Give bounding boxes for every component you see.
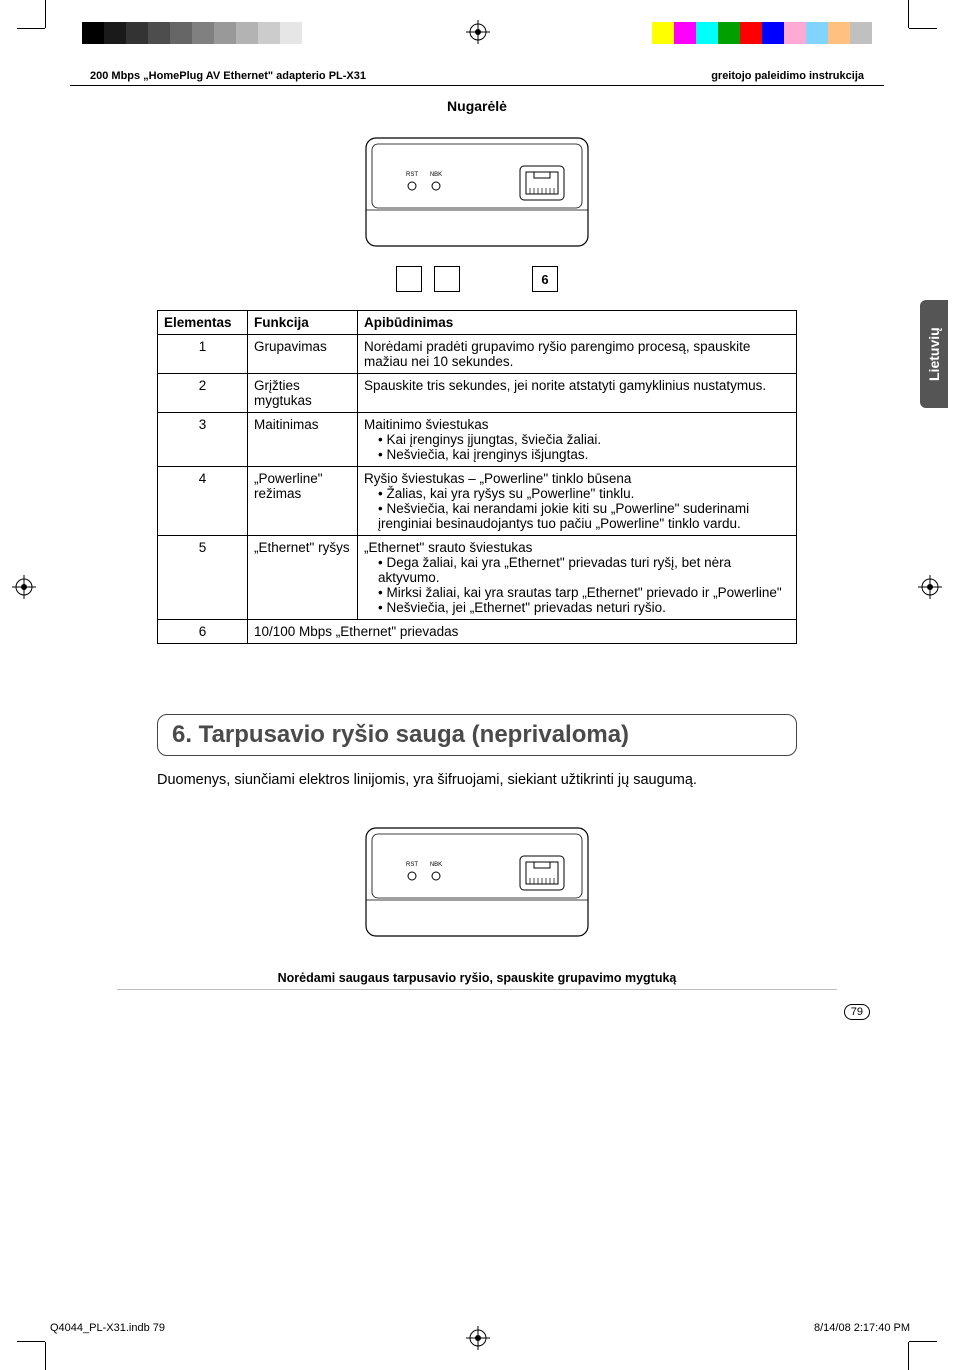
desc-title: Ryšio šviestukas – „Powerline" tinklo bū… — [364, 471, 631, 486]
bullet: Nešviečia, kai nerandami jokie kiti su „… — [378, 501, 790, 531]
svg-text:RST: RST — [406, 862, 418, 868]
cell-num: 2 — [158, 374, 248, 413]
cell-num: 3 — [158, 413, 248, 467]
cell-desc: Ryšio šviestukas – „Powerline" tinklo bū… — [358, 467, 797, 536]
bottom-registration-strip — [0, 1320, 954, 1370]
running-header: 200 Mbps „HomePlug AV Ethernet" adapteri… — [70, 70, 884, 82]
top-registration-strip — [0, 0, 954, 50]
th-element: Elementas — [158, 311, 248, 335]
registration-mark-right — [918, 575, 942, 599]
section-heading-lozenge: 6. Tarpusavio ryšio sauga (neprivaloma) — [157, 714, 797, 756]
svg-text:NBK: NBK — [430, 862, 442, 868]
table-header-row: Elementas Funkcija Apibūdinimas — [158, 311, 797, 335]
device-rear-diagram: RST NBK — [362, 132, 592, 252]
spec-table: Elementas Funkcija Apibūdinimas 1 Grupav… — [157, 310, 797, 644]
language-tab: Lietuvių — [920, 300, 948, 408]
caption-rule — [117, 989, 837, 990]
cell-func: „Ethernet" ryšys — [248, 536, 358, 620]
cell-desc: Spauskite tris sekundes, jei norite atst… — [358, 374, 797, 413]
registration-mark-bottom — [466, 1326, 490, 1350]
cell-num: 1 — [158, 335, 248, 374]
section6-body: Duomenys, siunčiami elektros linijomis, … — [157, 772, 797, 788]
bullet: Nešviečia, jei „Ethernet" prievadas netu… — [378, 600, 790, 615]
desc-title: „Ethernet" srauto šviestukas — [364, 540, 532, 555]
table-row: 2 Grįžties mygtukas Spauskite tris sekun… — [158, 374, 797, 413]
table-row: 3 Maitinimas Maitinimo šviestukas Kai įr… — [158, 413, 797, 467]
bullet: Žalias, kai yra ryšys su „Powerline" tin… — [378, 486, 790, 501]
th-function: Funkcija — [248, 311, 358, 335]
svg-text:NBK: NBK — [430, 172, 442, 178]
cell-desc: Maitinimo šviestukas Kai įrenginys įjung… — [358, 413, 797, 467]
bullet: Nešviečia, kai įrenginys išjungtas. — [378, 447, 790, 462]
bullet: Mirksi žaliai, kai yra srautas tarp „Eth… — [378, 585, 790, 600]
cell-num: 4 — [158, 467, 248, 536]
table-row: 5 „Ethernet" ryšys „Ethernet" srauto švi… — [158, 536, 797, 620]
cell-func: Maitinimas — [248, 413, 358, 467]
cell-desc: „Ethernet" srauto šviestukas Dega žaliai… — [358, 536, 797, 620]
cell-num: 6 — [158, 620, 248, 644]
svg-text:RST: RST — [406, 172, 418, 178]
cell-func: Grįžties mygtukas — [248, 374, 358, 413]
cell-desc-span: 10/100 Mbps „Ethernet" prievadas — [248, 620, 797, 644]
registration-mark-left — [12, 575, 36, 599]
header-left: 200 Mbps „HomePlug AV Ethernet" adapteri… — [90, 70, 366, 82]
th-description: Apibūdinimas — [358, 311, 797, 335]
cell-func: Grupavimas — [248, 335, 358, 374]
header-right: greitojo paleidimo instrukcija — [711, 70, 864, 82]
callout-box-2 — [434, 266, 460, 292]
callout-box-3: 6 — [532, 266, 558, 292]
rear-title: Nugarėlė — [70, 98, 884, 114]
bullet: Dega žaliai, kai yra „Ethernet" prievada… — [378, 555, 790, 585]
cell-desc: Norėdami pradėti grupavimo ryšio parengi… — [358, 335, 797, 374]
page-number: 79 — [844, 1004, 870, 1020]
callout-row: 6 — [70, 266, 884, 292]
callout-box-1 — [396, 266, 422, 292]
registration-mark-top — [466, 20, 490, 44]
bullet: Kai įrenginys įjungtas, šviečia žaliai. — [378, 432, 790, 447]
color-bar — [652, 22, 872, 44]
section6-caption: Norėdami saugaus tarpusavio ryšio, spaus… — [70, 971, 884, 985]
device-rear-diagram-2: RST NBK — [362, 822, 592, 947]
desc-title: Maitinimo šviestukas — [364, 417, 489, 432]
table-row: 6 10/100 Mbps „Ethernet" prievadas — [158, 620, 797, 644]
page-content: 200 Mbps „HomePlug AV Ethernet" adapteri… — [70, 70, 884, 990]
grayscale-bar — [82, 22, 302, 44]
cell-func: „Powerline" režimas — [248, 467, 358, 536]
cell-num: 5 — [158, 536, 248, 620]
header-rule — [70, 85, 884, 86]
table-row: 1 Grupavimas Norėdami pradėti grupavimo … — [158, 335, 797, 374]
table-row: 4 „Powerline" režimas Ryšio šviestukas –… — [158, 467, 797, 536]
